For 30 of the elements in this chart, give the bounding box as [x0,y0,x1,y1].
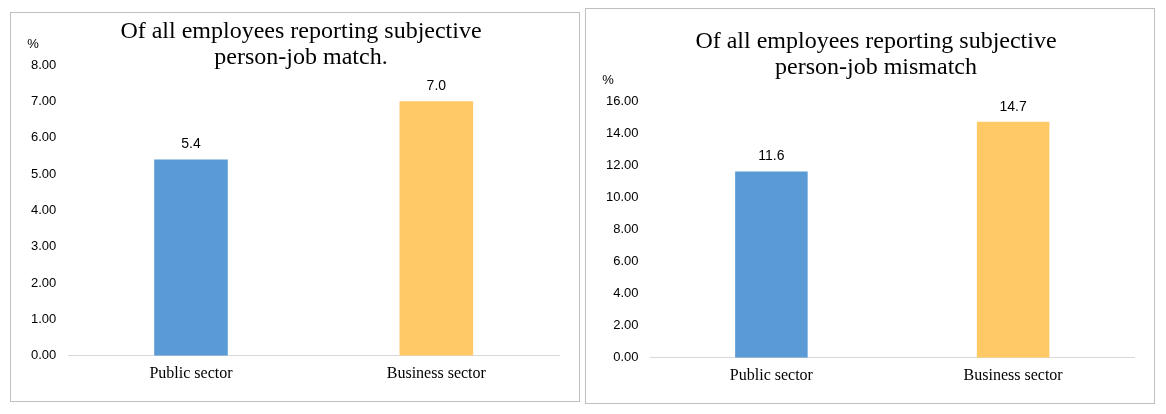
data-label: 11.6 [758,147,785,164]
y-tick-label: 10.00 [605,188,639,204]
chart-title: Of all employees reporting subjective person-job match. [119,17,483,69]
x-tick-label: Business sector [386,363,487,381]
y-tick-label: 8.00 [30,56,57,72]
y-tick-label: 7.00 [30,92,57,108]
y-tick-label: 1.00 [30,311,57,327]
x-tick-label: Public sector [149,363,234,381]
y-axis-title: % [27,36,40,52]
y-tick-label: 2.00 [613,317,639,333]
y-axis-title: % [602,72,615,88]
y-tick-label: 16.00 [605,92,639,108]
data-label: 5.4 [181,135,201,152]
y-tick-label: 2.00 [30,274,57,290]
y-tick-label: 4.00 [613,285,639,301]
chart-title: Of all employees reporting subjective person-job mismatch [694,27,1058,79]
x-tick-label: Business sector [963,365,1064,383]
y-tick-label: 6.00 [30,129,57,145]
y-tick-label: 8.00 [613,220,639,236]
y-tick-label: 0.00 [30,347,57,363]
data-label: 14.7 [999,97,1027,114]
y-tick-label: 6.00 [613,253,639,269]
y-tick-label: 12.00 [605,156,639,172]
x-tick-label: Public sector [729,365,814,383]
y-tick-label: 0.00 [613,349,639,365]
y-tick-label: 3.00 [30,238,57,254]
data-label: 7.0 [426,77,447,94]
y-tick-label: 14.00 [605,124,639,140]
y-tick-label: 4.00 [30,201,57,217]
y-tick-label: 5.00 [30,165,57,181]
